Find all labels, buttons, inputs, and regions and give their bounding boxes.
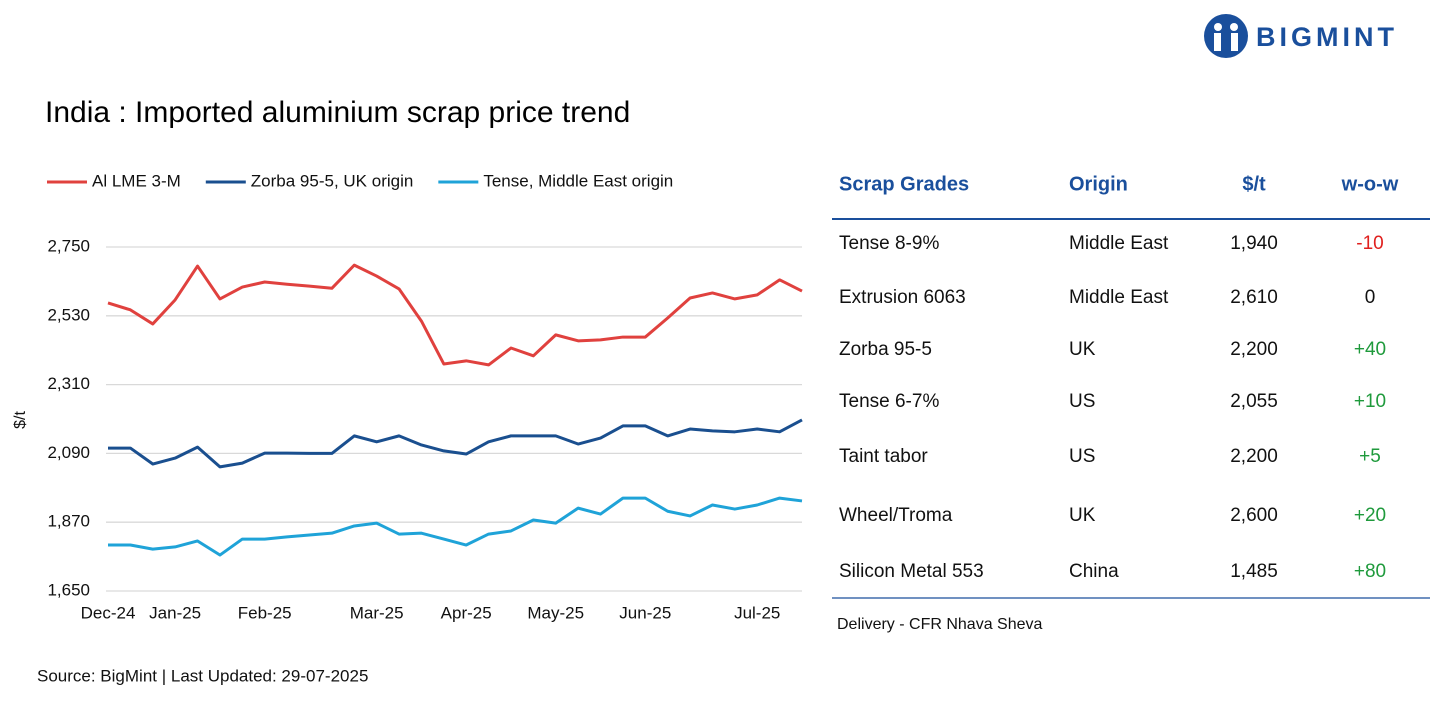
logo-text: BIGMINT bbox=[1256, 22, 1398, 52]
table-cell: +40 bbox=[1354, 339, 1386, 360]
legend-label: Tense, Middle East origin bbox=[483, 171, 673, 190]
table-header: Origin bbox=[1069, 173, 1128, 195]
y-axis-label: $/t bbox=[12, 411, 29, 429]
x-tick-label: Mar-25 bbox=[350, 603, 404, 622]
table-cell: 2,600 bbox=[1230, 505, 1278, 526]
legend-label: Al LME 3-M bbox=[92, 171, 181, 190]
table-cell: 2,200 bbox=[1230, 339, 1278, 360]
x-tick-label: Jul-25 bbox=[734, 603, 780, 622]
table-cell: Tense 8-9% bbox=[839, 233, 939, 254]
table-cell: 0 bbox=[1365, 287, 1376, 308]
table-cell: +80 bbox=[1354, 561, 1386, 582]
series-line bbox=[108, 496, 803, 557]
table-cell: Wheel/Troma bbox=[839, 505, 953, 526]
logo: BIGMINT bbox=[1204, 14, 1398, 58]
table-cell: +5 bbox=[1359, 446, 1381, 467]
table-header: w-o-w bbox=[1341, 173, 1399, 195]
table-cell: 1,940 bbox=[1230, 233, 1278, 254]
legend-label: Zorba 95-5, UK origin bbox=[251, 171, 414, 190]
table-cell: 2,055 bbox=[1230, 391, 1278, 412]
x-tick-label: Jun-25 bbox=[619, 603, 671, 622]
y-tick-label: 2,530 bbox=[47, 305, 90, 324]
table-cell: -10 bbox=[1356, 233, 1383, 254]
table-header: Scrap Grades bbox=[839, 173, 969, 195]
table-cell: UK bbox=[1069, 339, 1096, 360]
y-tick-label: 2,090 bbox=[47, 443, 90, 462]
logo-icon bbox=[1204, 14, 1248, 58]
source: Source: BigMint | Last Updated: 29-07-20… bbox=[37, 666, 368, 685]
table-cell: +10 bbox=[1354, 391, 1386, 412]
x-tick-label: Dec-24 bbox=[81, 603, 136, 622]
table-cell: Zorba 95-5 bbox=[839, 339, 932, 360]
table-cell: UK bbox=[1069, 505, 1096, 526]
table-note: Delivery - CFR Nhava Sheva bbox=[837, 616, 1043, 633]
table-cell: Middle East bbox=[1069, 233, 1169, 254]
table-cell: China bbox=[1069, 561, 1119, 582]
series-line bbox=[107, 263, 803, 367]
table-cell: Tense 6-7% bbox=[839, 391, 939, 412]
table-cell: +20 bbox=[1354, 505, 1386, 526]
x-tick-label: May-25 bbox=[527, 603, 584, 622]
x-tick-label: Jan-25 bbox=[149, 603, 201, 622]
y-tick-label: 1,650 bbox=[47, 580, 90, 599]
table-cell: 2,200 bbox=[1230, 446, 1278, 467]
table-cell: Taint tabor bbox=[839, 446, 928, 467]
logo-icon-part bbox=[1230, 23, 1238, 31]
logo-icon-part bbox=[1214, 33, 1221, 51]
y-tick-label: 2,310 bbox=[47, 374, 90, 393]
title: India : Imported aluminium scrap price t… bbox=[45, 96, 630, 129]
logo-icon-part bbox=[1231, 33, 1238, 51]
table-cell: Middle East bbox=[1069, 287, 1169, 308]
table-cell: US bbox=[1069, 446, 1095, 467]
table-cell: 2,610 bbox=[1230, 287, 1278, 308]
series-line bbox=[108, 418, 803, 469]
table-header: $/t bbox=[1242, 173, 1266, 195]
table-cell: Extrusion 6063 bbox=[839, 287, 966, 308]
x-tick-label: Apr-25 bbox=[441, 603, 492, 622]
table-cell: US bbox=[1069, 391, 1095, 412]
y-tick-label: 1,870 bbox=[47, 512, 90, 531]
y-tick-label: 2,750 bbox=[47, 236, 90, 255]
logo-icon-part bbox=[1214, 23, 1222, 31]
table-cell: Silicon Metal 553 bbox=[839, 561, 984, 582]
table-cell: 1,485 bbox=[1230, 561, 1278, 582]
x-tick-label: Feb-25 bbox=[238, 603, 292, 622]
